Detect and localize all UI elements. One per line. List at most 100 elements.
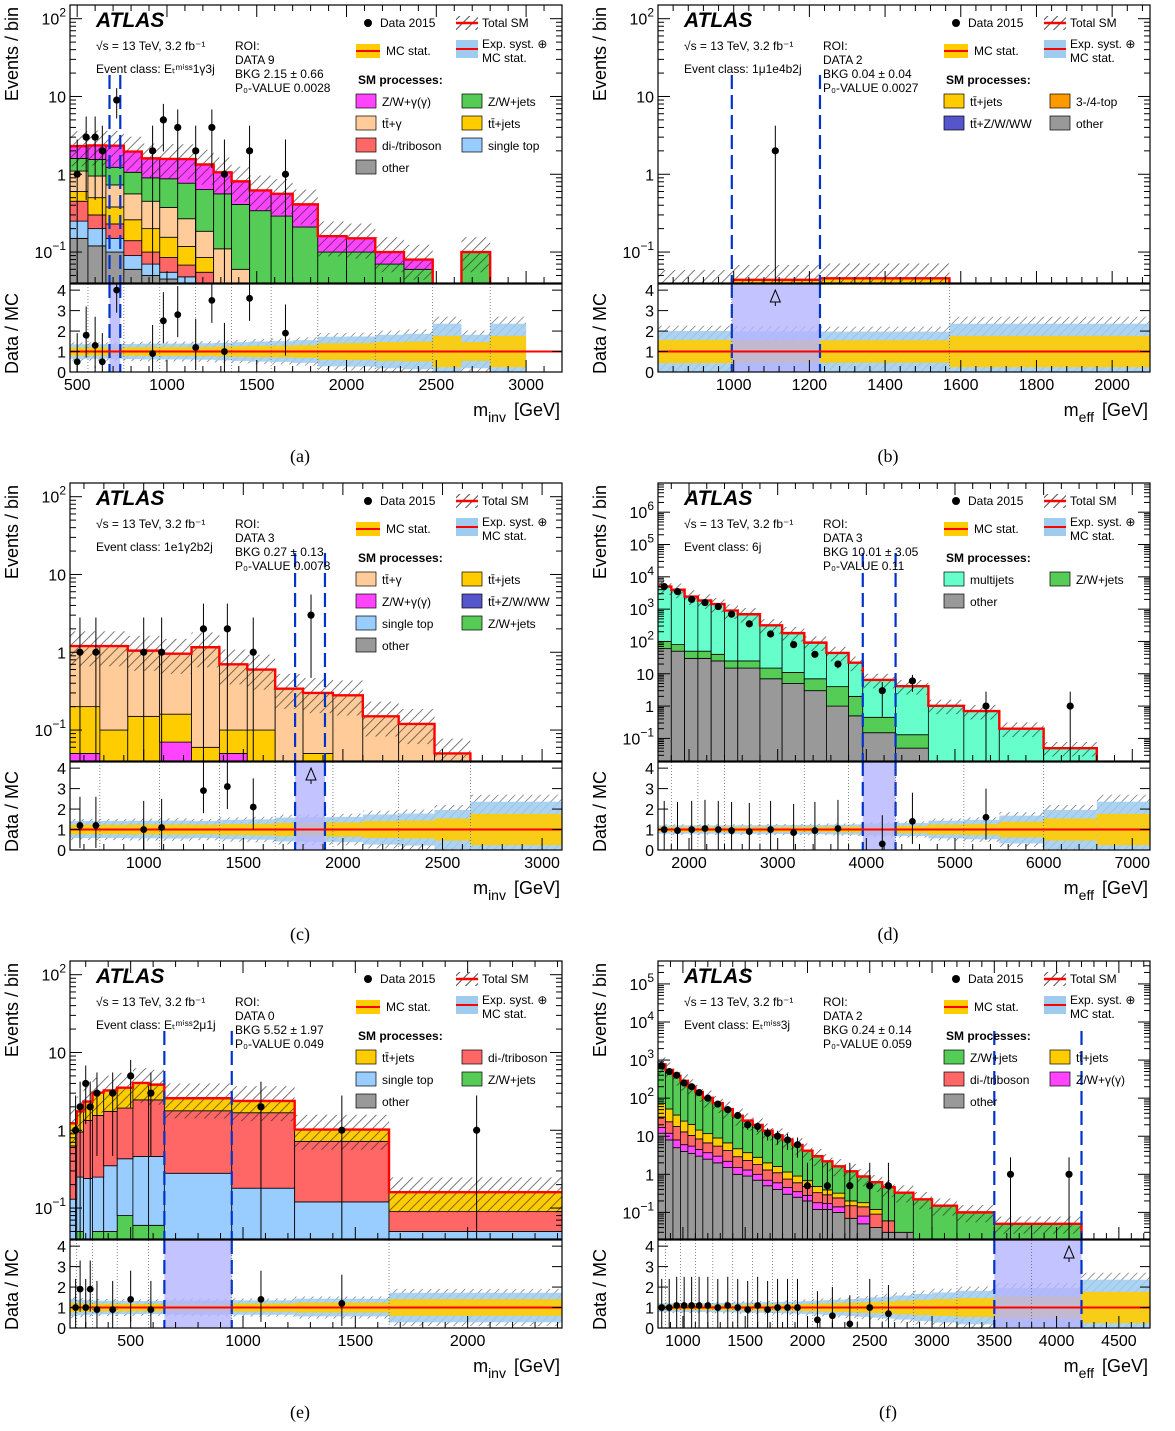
ratio-point [982, 813, 990, 821]
stack-bar-z-w-jets [270, 215, 294, 283]
ratio-y-tick-label: 4 [645, 761, 654, 778]
x-tick-label: 1800 [1019, 377, 1055, 394]
ratio-y-tick-label: 1 [57, 823, 66, 840]
legend-label-tt-z-w-ww: tt̄+Z/W/WW [970, 117, 1032, 131]
energy-lumi-label: √s = 13 TeV, 3.2 fb⁻¹ [684, 995, 793, 1009]
stack-bar-z-w-jets [895, 734, 929, 749]
stack-bar-z-w-jets [781, 672, 805, 684]
legend-label-other: other [970, 1095, 997, 1109]
x-tick-label: 2000 [329, 377, 365, 394]
data-point [764, 1129, 772, 1137]
legend-swatch-other [355, 159, 377, 175]
stack-bar-di-triboson [762, 1169, 773, 1181]
ratio-point [688, 826, 696, 833]
x-tick-label: 1000 [149, 377, 185, 394]
legend-exp-syst-label: Exp. syst. ⊕ [1070, 993, 1135, 1007]
ratio-frame [657, 283, 1151, 373]
stack-bar-z-w- [812, 1202, 823, 1210]
ratio-y-axis: 0 1 2 3 4 [645, 1239, 1150, 1338]
legend-data-marker [952, 497, 960, 505]
legend-label-di-triboson: di-/triboson [488, 1051, 547, 1065]
ratio-point [828, 1312, 836, 1320]
stack-bar-di-triboson [92, 1115, 105, 1178]
ratio-point [784, 1304, 791, 1311]
stack-bar-other [702, 1158, 714, 1239]
stack-bar-z-w-jets [724, 660, 739, 669]
legend-swatch-z-w- [1049, 1071, 1071, 1087]
x-tick-label: 3500 [977, 1333, 1013, 1350]
data-point [714, 602, 722, 611]
x-axis-label: meff [GeV] [1064, 878, 1148, 903]
stack-bar-single-top [159, 271, 179, 280]
x-tick-label: 3000 [914, 1333, 950, 1350]
data-point [704, 1094, 712, 1102]
stack-bar-other [737, 667, 761, 761]
x-tick-label: 500 [117, 1333, 144, 1350]
legend-swatch-z-w-jets [461, 93, 483, 109]
syst-band [275, 673, 304, 709]
ratio-point [834, 825, 842, 832]
y-tick-label: 10−1 [35, 1195, 67, 1218]
stack-bar-di-triboson [132, 1099, 150, 1157]
ratio-point [257, 1295, 265, 1303]
data-point [338, 1126, 346, 1134]
legend-label-di-triboson: di-/triboson [382, 139, 441, 153]
ratio-point [113, 286, 121, 294]
legend-data-marker [952, 19, 960, 27]
data-point [714, 1100, 722, 1108]
legend-label-other: other [382, 639, 409, 653]
ratio-y-axis-label: Data / MC [590, 771, 610, 852]
data-point [823, 1182, 831, 1190]
stack-bar-di-triboson [103, 1110, 118, 1167]
y-tick-label: 1 [645, 1167, 654, 1184]
legend-data-label: Data 2015 [968, 494, 1024, 508]
legend-label-single-top: single top [488, 139, 540, 153]
legend-data-label: Data 2015 [968, 16, 1024, 30]
panel-f: 10−1 1 10 102 103 104 105 Events / bin 0 1 2 3 4 Data… [588, 956, 1175, 1431]
ratio-point [701, 825, 709, 832]
chart-e: 10−1 1 10 102 Events / bin 0 1 2 3 4 Data / MC 500 1… [2, 960, 563, 1423]
syst-band [219, 649, 248, 685]
ratio-point [734, 1304, 742, 1311]
roi-region [994, 1240, 1082, 1328]
roi-bkg-estimate: BKG 0.27 ± 0.13 [235, 545, 324, 559]
x-tick-label: 1000 [126, 855, 162, 872]
atlas-label: ATLAS [95, 487, 164, 510]
stack-bar-tt-jets [159, 236, 179, 258]
main-plot [658, 580, 1099, 761]
event-class-label: Event class: Eₜᵐⁱˢˢ1γ3j [96, 62, 215, 76]
syst-band [132, 1068, 149, 1104]
ratio-frame [69, 283, 563, 373]
legend-swatch-other [355, 1093, 377, 1109]
roi-region [164, 1240, 232, 1328]
stack-bar-tt-jets [159, 713, 192, 743]
legend-label-single-top: single top [382, 1073, 434, 1087]
stack-bar-tt-jets [702, 1133, 714, 1144]
panel-caption: (b) [878, 446, 899, 467]
x-axis: 500 1000 1500 2000 [85, 961, 559, 1350]
x-axis: 500 1000 1500 2000 2500 3000 [64, 5, 563, 394]
x-tick-label: 1400 [867, 377, 903, 394]
x-axis-label: minv [GeV] [473, 1356, 560, 1381]
roi-label: ROI: [823, 39, 848, 53]
syst-band [346, 223, 376, 259]
syst-band [271, 179, 293, 215]
ratio-y-tick-label: 3 [57, 1260, 66, 1277]
ratio-point [695, 1302, 703, 1309]
chart-b: 10−1 1 10 102 Events / bin 0 1 2 3 4 Data / MC 1000… [590, 4, 1151, 467]
ratio-plot [658, 762, 1150, 850]
legend-label-single-top: single top [382, 617, 434, 631]
y-tick-label: 103 [630, 596, 655, 619]
y-axis-label: Events / bin [2, 963, 22, 1057]
event-class-label: Event class: 1e1γ2b2j [96, 540, 213, 554]
x-tick-label: 1000 [225, 1333, 261, 1350]
syst-band [857, 1169, 870, 1187]
x-tick-label: 2000 [1094, 377, 1130, 394]
ratio-point [86, 1285, 94, 1293]
y-axis: 10−1 1 10 102 [35, 962, 562, 1240]
legend-label-z-w-jets: Z/W+jets [488, 617, 536, 631]
energy-lumi-label: √s = 13 TeV, 3.2 fb⁻¹ [96, 39, 205, 53]
roi-pvalue: P₀-VALUE 0.0028 [235, 81, 331, 95]
ratio-point [714, 826, 722, 833]
stack-bar-other [710, 660, 725, 761]
